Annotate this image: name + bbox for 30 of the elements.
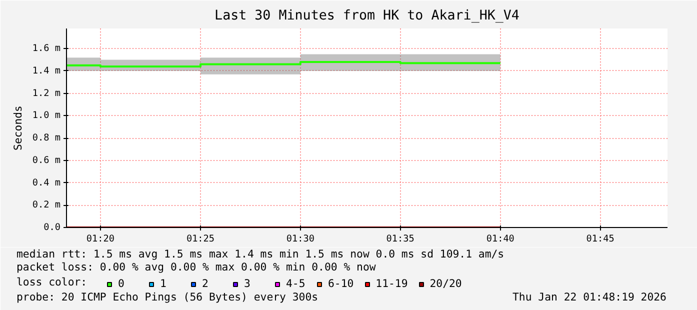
y-tick-label: 1.2 m (32, 88, 61, 99)
y-tick-label: 1.6 m (32, 43, 61, 54)
text: median rtt: 1.5 ms avg 1.5 ms max 1.4 ms min 1.5 ms now 0.0 ms sd 109.1 am/s (16, 248, 504, 260)
legend-label: 1 (160, 277, 168, 290)
x-tick-label: 01:25 (186, 234, 215, 244)
text: packet loss: 0.00 % avg 0.00 % max 0.00 % min 0.00 % now (16, 260, 376, 274)
y-tick-label: 1.0 m (32, 110, 61, 122)
legend-label: 3 (244, 277, 252, 290)
y-tick-label: 0.4 m (32, 177, 61, 188)
x-tick-label: 01:35 (386, 234, 414, 244)
legend-label: 11-19 (376, 277, 408, 290)
y-axis-title: Seconds (11, 106, 24, 150)
legend-label: 6-10 (328, 277, 354, 290)
x-tick-label: 01:40 (486, 234, 515, 244)
text: probe: 20 ICMP Echo Pings (56 Bytes) every 300s (16, 290, 318, 304)
legend-label: 0 (118, 277, 126, 290)
y-tick-label: 0.0 (44, 222, 61, 233)
legend-label: 2 (202, 277, 210, 290)
x-tick-label: 01:30 (286, 234, 315, 244)
y-tick-label: 0.2 m (32, 200, 61, 211)
x-tick-label: 01:20 (86, 234, 115, 244)
x-tick-label: 01:45 (586, 234, 614, 244)
legend-label: 20/20 (430, 277, 462, 290)
legend-label: 4-5 (286, 277, 306, 290)
text: Thu Jan 22 01:48:19 2026 (512, 290, 666, 304)
chart-title: Last 30 Minutes from HK to Akari_HK_V4 (214, 8, 520, 24)
legend-title: loss color: (16, 276, 88, 288)
y-tick-label: 0.6 m (32, 154, 61, 166)
y-tick-label: 1.4 m (32, 65, 61, 76)
y-tick-label: 0.8 m (32, 132, 61, 144)
